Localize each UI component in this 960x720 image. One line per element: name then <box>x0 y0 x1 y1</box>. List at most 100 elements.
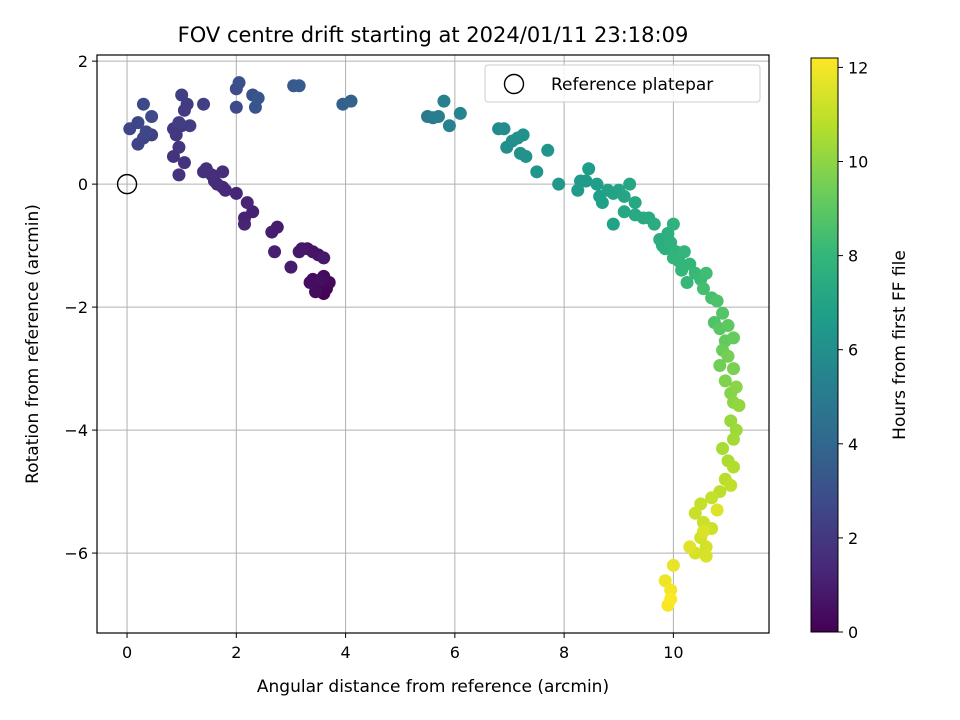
scatter-point <box>317 251 331 265</box>
scatter-point <box>721 319 735 333</box>
scatter-point <box>516 128 530 142</box>
chart-title: FOV centre drift starting at 2024/01/11 … <box>178 23 689 47</box>
reference-platepar-marker <box>116 173 138 195</box>
x-tick-label: 6 <box>450 643 460 662</box>
grid-lines <box>97 55 769 633</box>
scatter-point <box>232 76 246 90</box>
scatter-point <box>716 306 730 320</box>
scatter-point <box>240 196 254 210</box>
y-tick-label: 0 <box>78 175 88 194</box>
scatter-point <box>696 282 710 296</box>
scatter-point <box>292 245 306 259</box>
scatter-point <box>664 583 678 597</box>
scatter-point <box>145 109 159 123</box>
scatter-point <box>677 245 691 259</box>
x-tick-label: 4 <box>340 643 350 662</box>
legend-entry-reference: Reference platepar <box>551 75 713 95</box>
scatter-point <box>721 349 735 363</box>
y-axis-label: Rotation from reference (arcmin) <box>23 204 43 484</box>
scatter-point <box>314 272 328 286</box>
scatter-point <box>268 245 282 259</box>
scatter-point <box>664 592 678 606</box>
scatter-point <box>716 442 730 456</box>
scatter-point <box>284 260 298 274</box>
scatter-point <box>177 103 191 117</box>
scatter-point <box>628 196 642 210</box>
scatter-point <box>732 398 746 412</box>
scatter-point <box>666 217 680 231</box>
x-tick-label: 8 <box>559 643 569 662</box>
scatter-point <box>726 362 740 376</box>
y-tick-label: −6 <box>64 544 88 563</box>
colorbar-tick-label: 6 <box>848 341 858 360</box>
scatter-point <box>183 119 197 133</box>
scatter-point <box>606 217 620 231</box>
scatter-point <box>431 109 445 123</box>
colorbar-tick-label: 2 <box>848 529 858 548</box>
scatter-point <box>238 217 252 231</box>
scatter-point <box>292 79 306 93</box>
scatter-point <box>680 276 694 290</box>
scatter-point <box>229 100 243 114</box>
scatter-point <box>699 549 713 563</box>
scatter-point <box>705 491 719 505</box>
scatter-point <box>724 478 738 492</box>
scatter-point <box>139 125 153 139</box>
scatter-point <box>726 432 740 446</box>
scatter-point <box>197 97 211 111</box>
scatter-point <box>437 94 451 108</box>
scatter-point <box>172 116 186 130</box>
scatter-point <box>497 122 511 136</box>
scatter-point <box>713 359 727 373</box>
scatter-point <box>617 189 631 203</box>
plot-frame <box>96 54 770 634</box>
colorbar-tick-label: 4 <box>848 435 858 454</box>
x-axis-label: Angular distance from reference (arcmin) <box>257 677 609 697</box>
scatter-point <box>513 146 527 160</box>
y-tick-label: −4 <box>64 421 88 440</box>
colorbar-tick-label: 12 <box>848 58 868 77</box>
scatter-point <box>699 266 713 280</box>
x-tick-label: 2 <box>231 643 241 662</box>
scatter-point <box>172 168 186 182</box>
reference-marker-group <box>116 173 138 195</box>
scatter-point <box>216 165 230 179</box>
scatter-point <box>442 119 456 133</box>
scatter-point <box>136 97 150 111</box>
x-tick-label: 10 <box>663 643 683 662</box>
colorbar-label: Hours from first FF file <box>890 250 910 440</box>
scatter-point <box>199 162 213 176</box>
scatter-point <box>623 177 637 191</box>
y-tick-label: −2 <box>64 298 88 317</box>
scatter-point <box>590 177 604 191</box>
scatter-point <box>175 88 189 102</box>
scatter-point <box>541 143 555 157</box>
scatter-point <box>131 116 145 130</box>
scatter-point <box>617 205 631 219</box>
scatter-point <box>131 137 145 151</box>
scatter-point <box>530 165 544 179</box>
y-tick-label: 2 <box>78 52 88 71</box>
colorbar-ticks: 0 2 4 6 8 10 12 <box>838 58 868 642</box>
scatter-point <box>666 558 680 572</box>
scatter-point <box>229 186 243 200</box>
scatter-point <box>579 174 593 188</box>
legend-reference-marker <box>503 73 525 95</box>
scatter-point <box>718 374 732 388</box>
scatter-point <box>177 156 191 170</box>
scatter-point <box>172 140 186 154</box>
colorbar-tick-label: 8 <box>848 247 858 266</box>
scatter-point <box>710 294 724 308</box>
scatter-point <box>265 225 279 239</box>
y-axis-ticks: 2 0 −2 −4 −6 <box>64 52 97 563</box>
scatter-point <box>696 525 710 539</box>
scatter-point <box>582 162 596 176</box>
x-axis-ticks: 0 2 4 6 8 10 <box>122 633 684 662</box>
scatter-point <box>303 276 317 290</box>
x-tick-label: 0 <box>122 643 132 662</box>
scatter-point <box>726 460 740 474</box>
scatter-point <box>683 540 697 554</box>
legend-box <box>484 64 761 103</box>
colorbar-gradient <box>810 57 839 633</box>
